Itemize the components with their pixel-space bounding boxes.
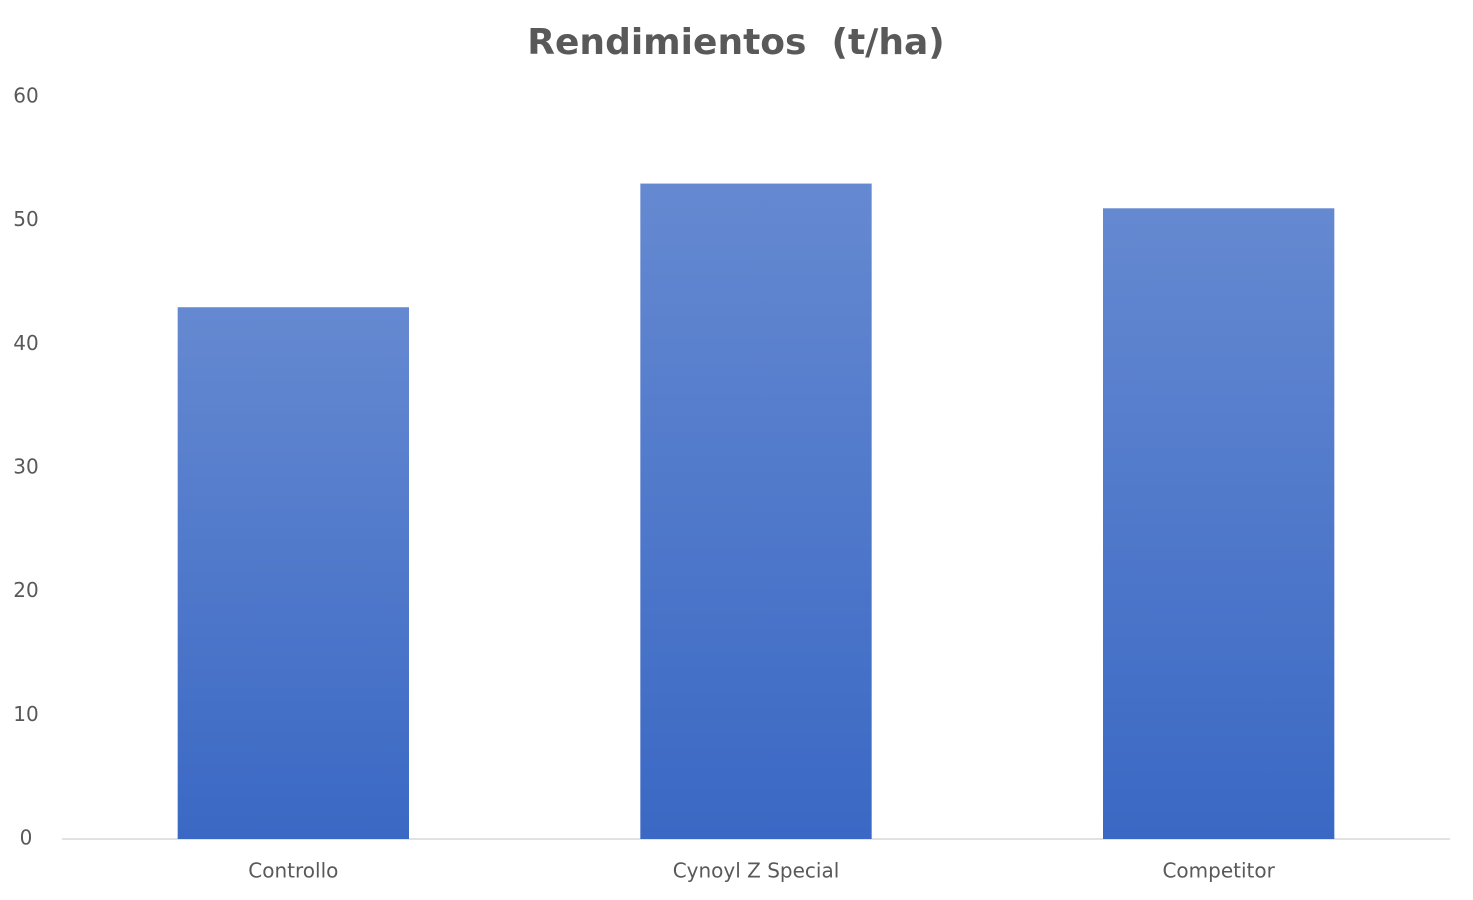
bar (1103, 208, 1335, 840)
x-tick-label: Controllo (248, 859, 338, 883)
y-tick-label: 40 (13, 331, 38, 355)
y-tick-label: 60 (13, 84, 38, 108)
x-tick-label: Cynoyl Z Special (673, 859, 840, 883)
y-tick-label: 10 (13, 702, 38, 726)
x-tick-label: Competitor (1162, 859, 1275, 883)
bar (640, 183, 872, 840)
chart-title: Rendimientos (t/ha) (527, 22, 944, 63)
y-tick-label: 50 (13, 207, 38, 231)
y-tick-label: 0 (20, 826, 33, 850)
y-tick-label: 30 (13, 455, 38, 479)
bar (177, 307, 409, 839)
y-tick-label: 20 (13, 578, 38, 602)
